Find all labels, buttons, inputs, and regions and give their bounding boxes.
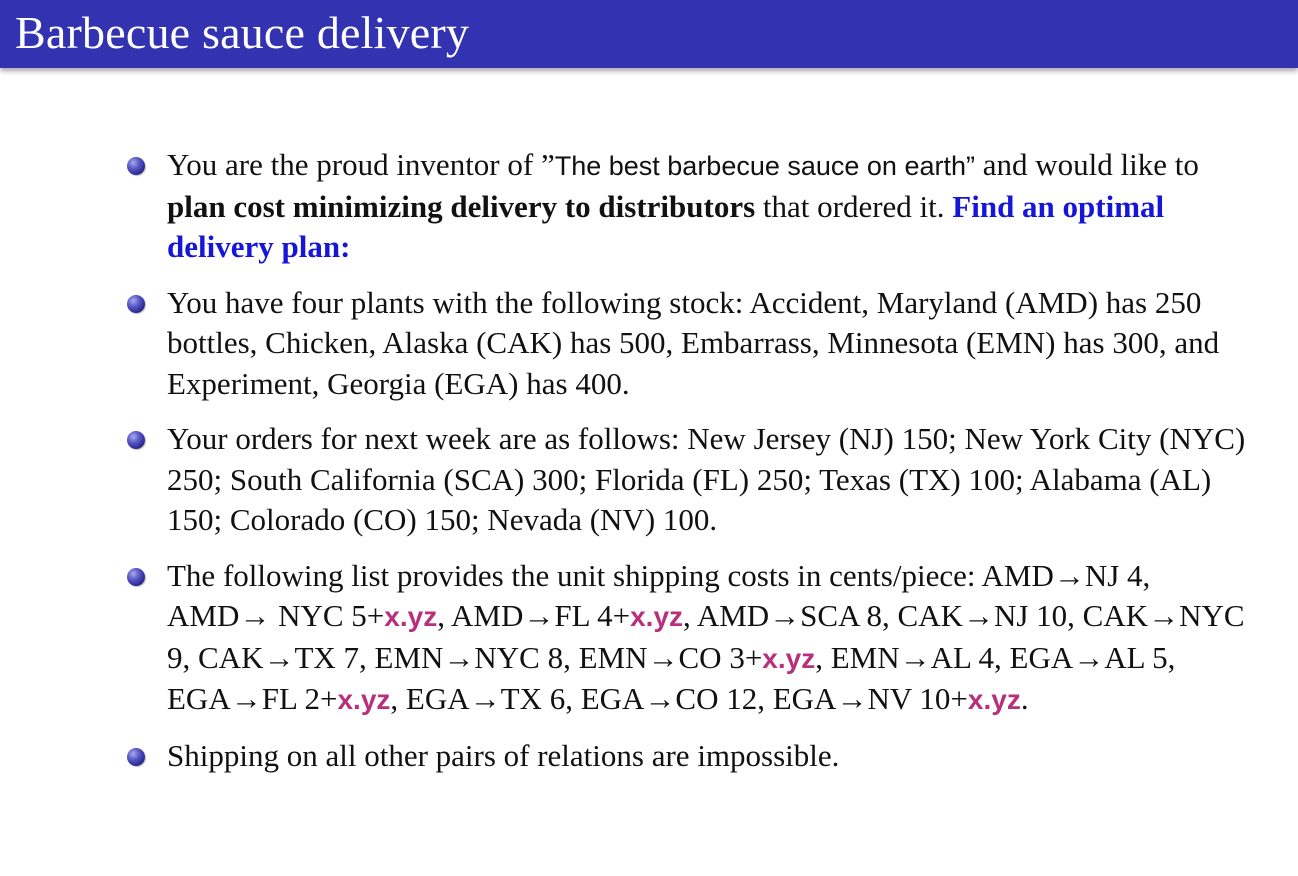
plants-text: You have four plants with the following … (167, 284, 1220, 401)
product-name: The best barbecue sauce on earth” (554, 151, 975, 181)
cost-variable: x.yz (337, 684, 391, 715)
bullet-icon (127, 431, 145, 449)
intro-bold: plan cost minimizing delivery to distrib… (167, 188, 756, 224)
bullet-item-impossible: Shipping on all other pairs of relations… (127, 736, 1257, 777)
slide-title: Barbecue sauce delivery (15, 7, 470, 58)
orders-text: Your orders for next week are as follows… (167, 421, 1246, 537)
intro-text-2: and would like to (975, 147, 1199, 182)
cost-variable: x.yz (762, 642, 816, 674)
bullet-item-plants: You have four plants with the following … (127, 283, 1257, 405)
cost-variable: x.yz (630, 601, 684, 632)
costs-text-4: , EMN→AL 4, EGA→AL 5, EGA→FL 2+ (167, 639, 1176, 717)
intro-text-1: You are the proud inventor of ” (167, 147, 555, 182)
costs-text-5: , EGA→TX 6, EGA→CO 12, EGA→NV 10+ (390, 681, 968, 716)
bullet-list: You are the proud inventor of ”The best … (127, 145, 1257, 791)
costs-text-2: , AMD→FL 4+ (437, 598, 631, 633)
bullet-item-costs: The following list provides the unit shi… (127, 556, 1257, 721)
cost-variable: x.yz (384, 601, 438, 632)
bullet-item-intro: You are the proud inventor of ”The best … (127, 145, 1257, 268)
bullet-icon (127, 747, 145, 766)
costs-text-6: . (1020, 681, 1029, 716)
bullet-item-orders: Your orders for next week are as follows… (127, 419, 1257, 541)
title-bar: Barbecue sauce delivery (0, 0, 1298, 68)
intro-text-3: that ordered it. (755, 188, 953, 224)
bullet-icon (127, 157, 145, 175)
cost-variable: x.yz (967, 684, 1021, 715)
bullet-icon (127, 294, 145, 313)
bullet-icon (127, 567, 145, 586)
impossible-text: Shipping on all other pairs of relations… (167, 737, 840, 773)
costs-text-1: The following list provides the unit shi… (167, 557, 1151, 634)
costs-text-3: , AMD→SCA 8, CAK→NJ 10, CAK→NYC 9, CAK→T… (167, 598, 1245, 675)
intro-emphasis: Find an optimal delivery plan: (167, 188, 1165, 265)
